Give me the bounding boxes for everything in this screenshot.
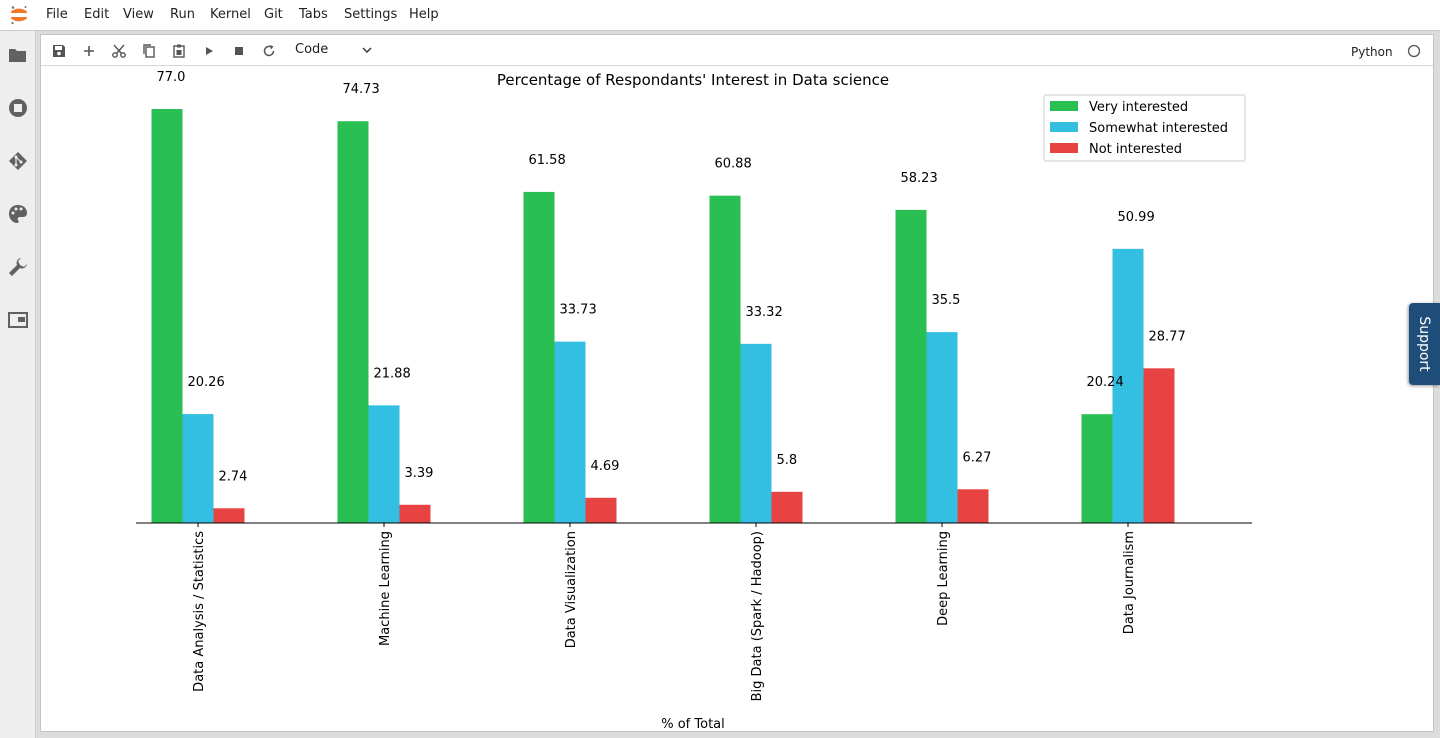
notebook-panel: Code Python Percentage of Respondants' I… <box>40 34 1434 732</box>
menu-file[interactable]: File <box>46 7 68 22</box>
paste-icon[interactable] <box>171 43 187 59</box>
chart-legend: Very interested Somewhat interested Not in… <box>1043 94 1246 162</box>
menu-edit[interactable]: Edit <box>84 7 110 22</box>
tabs-icon[interactable] <box>8 310 28 330</box>
bar-not-interested-deep-learning <box>957 489 989 523</box>
value-label-somewhat-interested-data-visualization: 33.73 <box>560 303 597 318</box>
x-axis-label: % of Total <box>661 717 725 731</box>
value-label-somewhat-interested-data-analysis-statistics: 20.26 <box>188 375 225 390</box>
legend-swatch-not-interested <box>1050 143 1078 153</box>
value-label-somewhat-interested-big-data-spark-hadoop: 33.32 <box>746 305 783 320</box>
legend-label-very-interested: Very interested <box>1089 100 1188 115</box>
x-tick-label: Machine Learning <box>378 531 393 646</box>
main-area: Code Python Percentage of Respondants' I… <box>36 31 1440 738</box>
bar-somewhat-interested-data-journalism <box>1112 248 1144 523</box>
value-label-not-interested-data-visualization: 4.69 <box>591 459 620 474</box>
git-icon[interactable] <box>8 151 28 171</box>
value-label-very-interested-machine-learning: 74.73 <box>343 82 380 97</box>
stop-icon[interactable] <box>231 43 247 59</box>
bar-not-interested-machine-learning <box>399 504 431 523</box>
value-label-somewhat-interested-deep-learning: 35.5 <box>932 293 961 308</box>
value-label-very-interested-data-journalism: 20.24 <box>1087 375 1124 390</box>
legend-swatch-very-interested <box>1050 101 1078 111</box>
menu-kernel[interactable]: Kernel <box>210 7 251 22</box>
folder-icon[interactable] <box>8 45 28 65</box>
restart-icon[interactable] <box>261 43 277 59</box>
legend-label-somewhat-interested: Somewhat interested <box>1089 121 1228 136</box>
bar-somewhat-interested-data-visualization <box>554 341 586 523</box>
chevron-down-icon[interactable] <box>361 44 373 56</box>
kernel-name[interactable]: Python <box>1351 45 1393 59</box>
menu-help[interactable]: Help <box>409 7 439 22</box>
copy-icon[interactable] <box>141 43 157 59</box>
legend-label-not-interested: Not interested <box>1089 142 1182 157</box>
add-cell-icon[interactable] <box>81 43 97 59</box>
left-sidebar <box>0 31 36 738</box>
menu-git[interactable]: Git <box>264 7 283 22</box>
kernel-idle-icon <box>1407 44 1421 58</box>
menu-view[interactable]: View <box>123 7 154 22</box>
bar-very-interested-data-journalism <box>1081 414 1113 523</box>
value-label-not-interested-big-data-spark-hadoop: 5.8 <box>777 453 798 468</box>
legend-frame <box>1043 94 1246 162</box>
cell-type-select[interactable]: Code <box>295 42 329 57</box>
bar-not-interested-data-analysis-statistics <box>213 508 245 523</box>
x-tick-label: Data Analysis / Statistics <box>192 531 207 692</box>
cut-icon[interactable] <box>111 43 127 59</box>
menu-bar: File Edit View Run Kernel Git Tabs Setti… <box>0 0 1440 31</box>
value-label-very-interested-data-analysis-statistics: 77.0 <box>157 70 186 85</box>
bar-not-interested-data-journalism <box>1143 368 1175 523</box>
bar-chart: Percentage of Respondants' Interest in D… <box>136 70 1252 731</box>
chart-title: Percentage of Respondants' Interest in D… <box>497 71 889 89</box>
support-tab[interactable]: Support <box>1409 303 1440 385</box>
palette-icon[interactable] <box>8 204 28 224</box>
x-tick-label: Data Visualization <box>564 531 579 648</box>
running-icon[interactable] <box>8 98 28 118</box>
value-label-not-interested-data-journalism: 28.77 <box>1149 329 1186 344</box>
run-icon[interactable] <box>201 43 217 59</box>
bar-very-interested-deep-learning <box>895 209 927 523</box>
value-label-somewhat-interested-machine-learning: 21.88 <box>374 366 411 381</box>
support-label: Support <box>1416 316 1432 372</box>
menu-tabs[interactable]: Tabs <box>299 7 328 22</box>
bar-not-interested-big-data-spark-hadoop <box>771 491 803 523</box>
value-label-very-interested-big-data-spark-hadoop: 60.88 <box>715 157 752 172</box>
bar-not-interested-data-visualization <box>585 497 617 523</box>
legend-swatch-somewhat-interested <box>1050 122 1078 132</box>
bar-somewhat-interested-data-analysis-statistics <box>182 414 214 523</box>
wrench-icon[interactable] <box>8 257 28 277</box>
menu-settings[interactable]: Settings <box>344 7 398 22</box>
x-tick-label: Big Data (Spark / Hadoop) <box>750 531 765 701</box>
bar-somewhat-interested-big-data-spark-hadoop <box>740 343 772 523</box>
value-label-very-interested-deep-learning: 58.23 <box>901 171 938 186</box>
x-tick-label: Data Journalism <box>1122 531 1137 634</box>
value-label-not-interested-deep-learning: 6.27 <box>963 450 992 465</box>
save-icon[interactable] <box>51 43 67 59</box>
value-label-not-interested-machine-learning: 3.39 <box>405 466 434 481</box>
value-label-somewhat-interested-data-journalism: 50.99 <box>1118 210 1155 225</box>
bar-somewhat-interested-machine-learning <box>368 405 400 523</box>
value-label-very-interested-data-visualization: 61.58 <box>529 153 566 168</box>
x-tick-label: Deep Learning <box>936 531 951 626</box>
value-label-not-interested-data-analysis-statistics: 2.74 <box>219 469 248 484</box>
bar-very-interested-big-data-spark-hadoop <box>709 195 741 523</box>
bar-very-interested-data-visualization <box>523 191 555 523</box>
jupyter-logo-icon <box>9 6 29 25</box>
menu-run[interactable]: Run <box>170 7 195 22</box>
bar-very-interested-data-analysis-statistics <box>151 109 183 523</box>
bar-very-interested-machine-learning <box>337 121 369 524</box>
bar-somewhat-interested-deep-learning <box>926 332 958 523</box>
notebook-toolbar: Code Python <box>41 35 1433 66</box>
